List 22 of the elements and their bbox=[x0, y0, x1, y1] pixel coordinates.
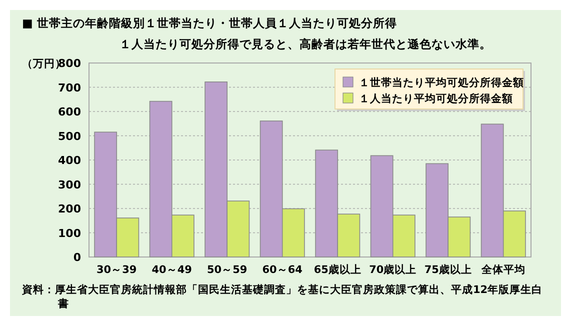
x-tick-label: 40～49 bbox=[152, 264, 192, 276]
y-tick-label: 800 bbox=[58, 57, 82, 70]
y-tick-label: 100 bbox=[58, 226, 82, 240]
y-tick-label: 300 bbox=[58, 178, 82, 192]
legend-label: １世帯当たり平均可処分所得金額 bbox=[359, 76, 524, 89]
y-tick-label: 0 bbox=[73, 251, 82, 264]
x-tick-label: 50～59 bbox=[207, 264, 248, 276]
y-tick-label: 200 bbox=[58, 202, 82, 216]
text: 資料：厚生省大臣官房統計情報部「国民生活基礎調査」を基に大臣官房政策課で算出、平成12年版厚生白書 bbox=[21, 283, 543, 310]
x-tick-label: 全体平均 bbox=[480, 263, 526, 276]
y-tick-label: 500 bbox=[58, 130, 82, 143]
chart-subtitle: １人当たり可処分所得で見ると、高齢者は若年世代と遜色ない水準。 bbox=[120, 37, 492, 51]
y-tick-label: 400 bbox=[58, 154, 82, 167]
x-tick-label: 65歳以上 bbox=[314, 263, 362, 276]
y-tick-label: 600 bbox=[58, 106, 82, 118]
x-tick-label: 30～39 bbox=[96, 264, 137, 276]
chart-title: ■ 世帯主の年齢階級別１世帯当たり・世帯人員１人当たり可処分所得 bbox=[22, 16, 397, 30]
x-tick-label: 75歳以上 bbox=[424, 263, 472, 276]
legend-label: １人当たり平均可処分所得金額 bbox=[359, 92, 513, 105]
x-tick-label: 70歳以上 bbox=[369, 263, 417, 276]
y-tick-label: 700 bbox=[58, 81, 82, 94]
x-tick-label: 60～64 bbox=[262, 264, 302, 276]
